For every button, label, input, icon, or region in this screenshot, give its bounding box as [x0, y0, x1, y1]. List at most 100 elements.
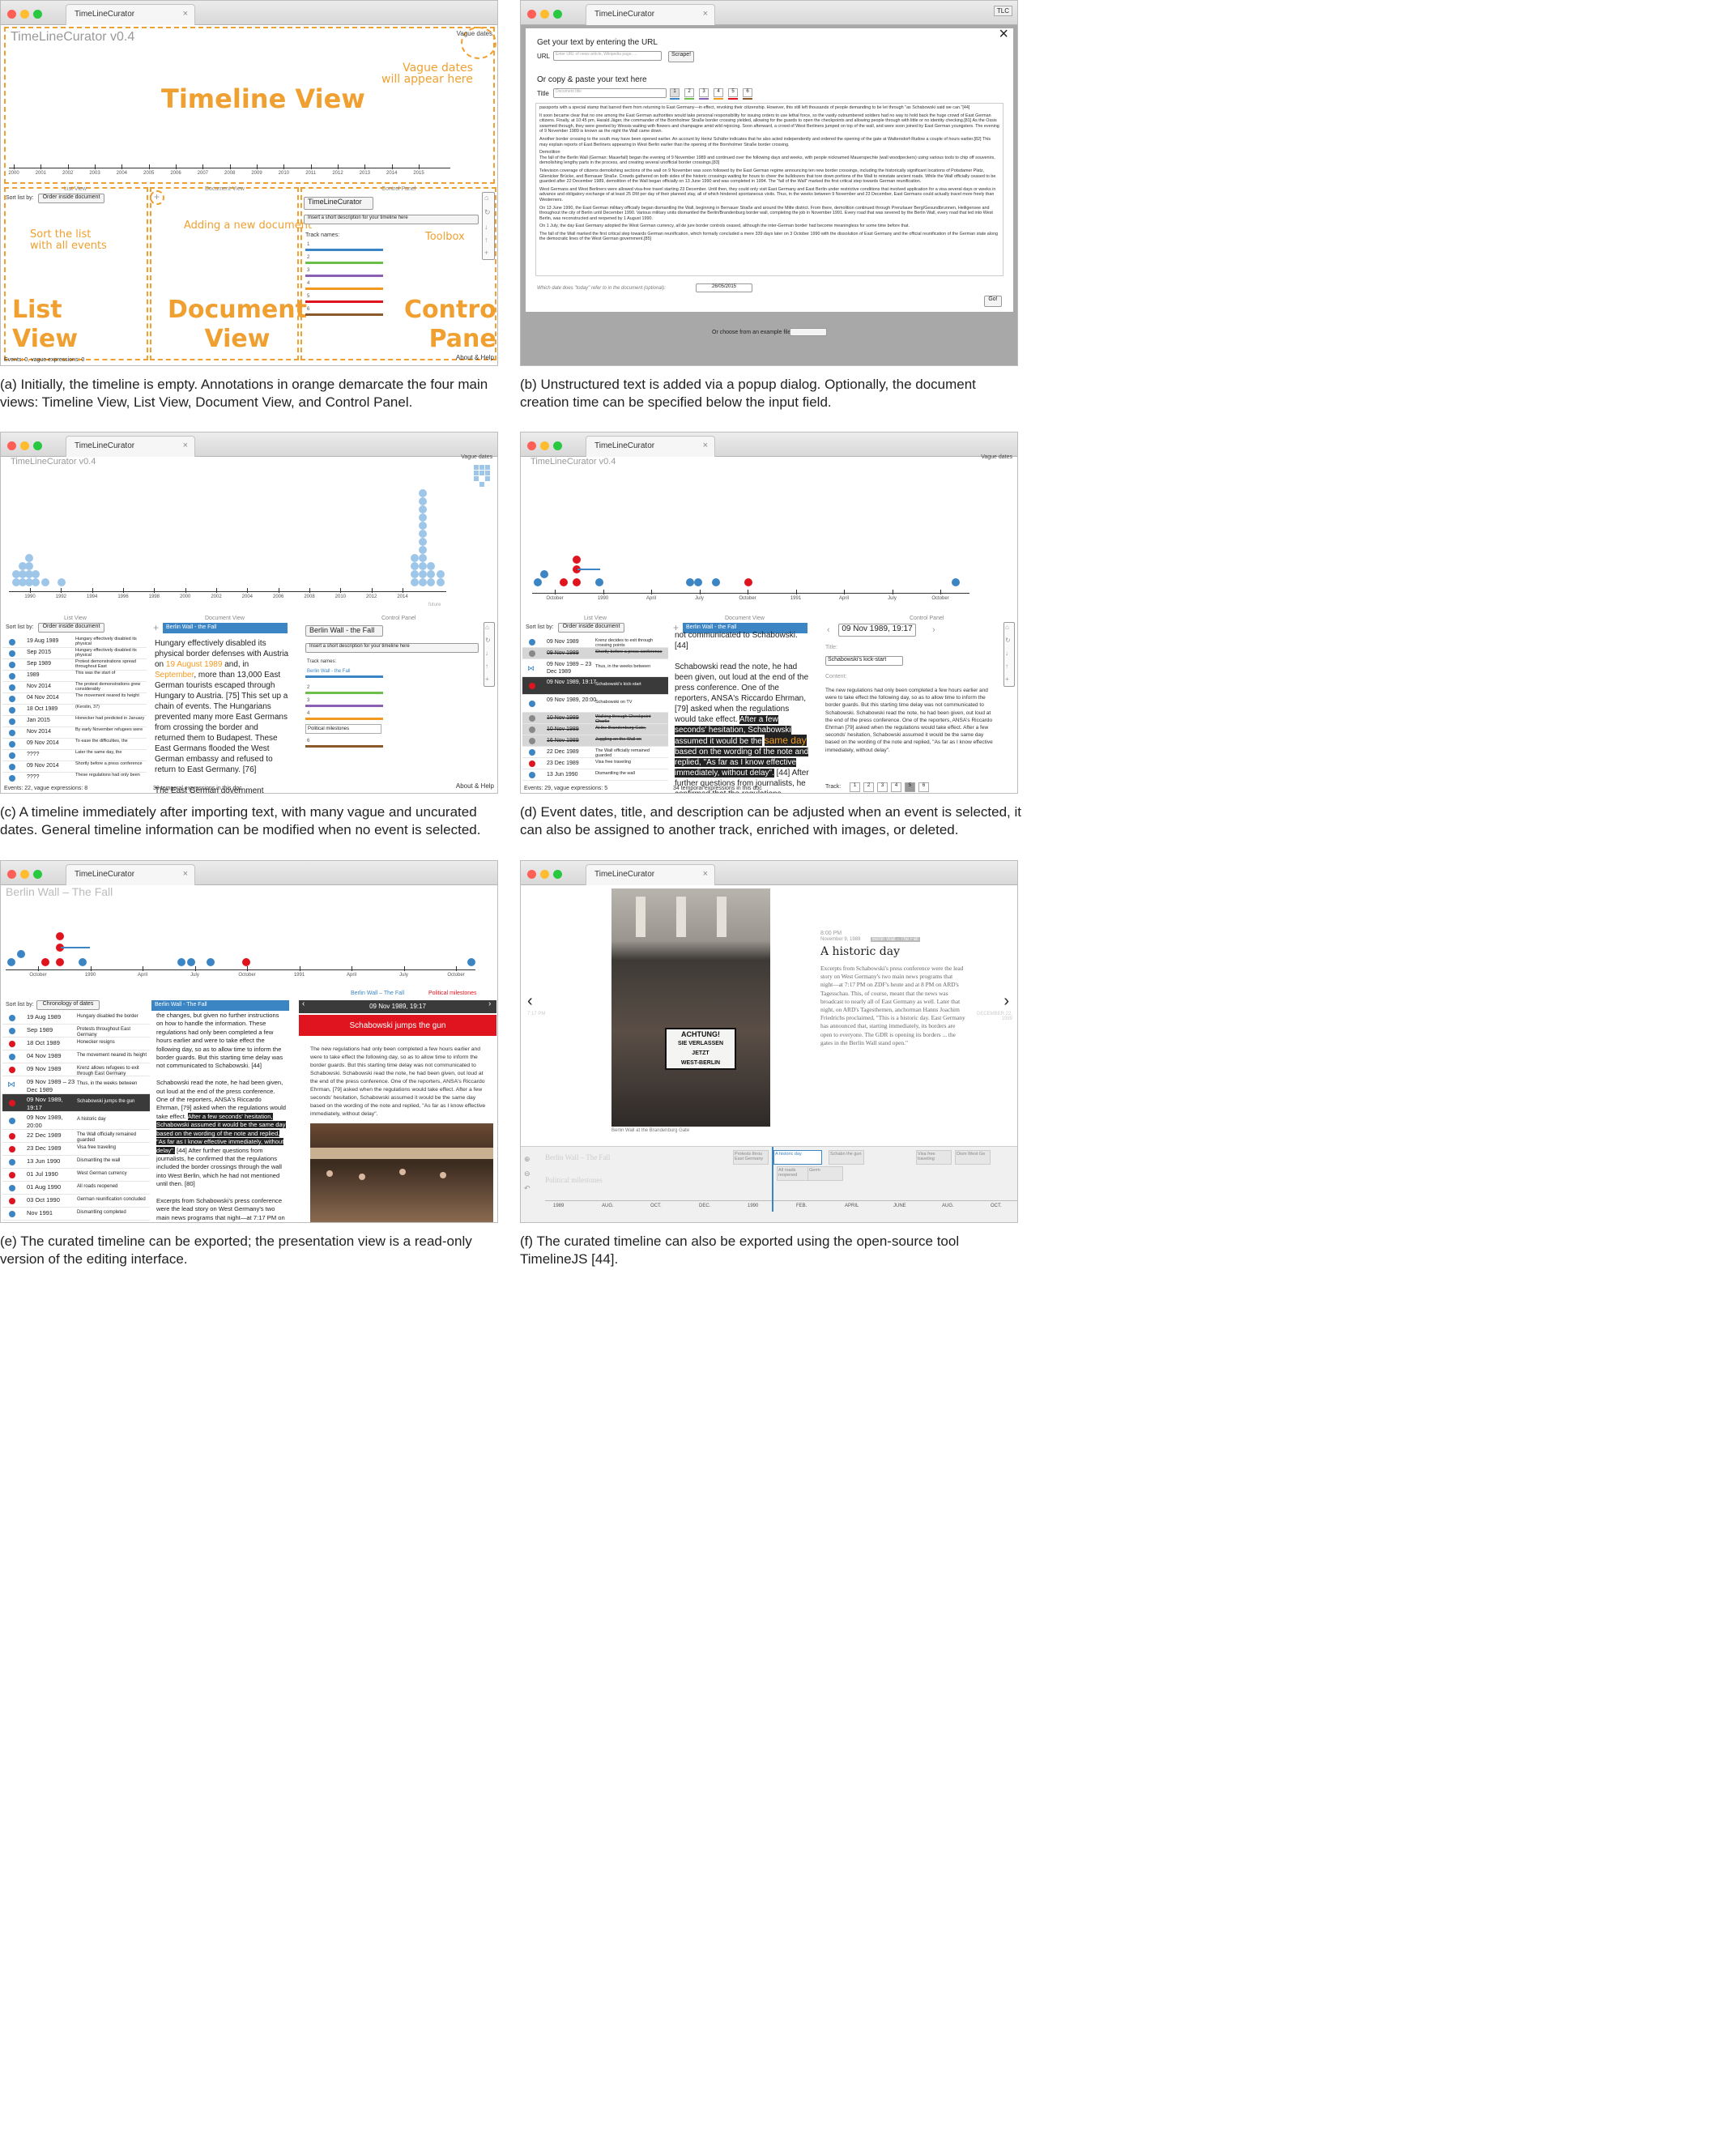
prev-event-button[interactable]: ‹	[827, 625, 830, 635]
document-tab[interactable]: Berlin Wall - the Fall	[163, 623, 288, 633]
event-dot[interactable]	[419, 578, 427, 586]
add-document-icon[interactable]: +	[154, 191, 160, 202]
track-button[interactable]: 4	[714, 88, 723, 97]
vague-date-cell[interactable]	[474, 471, 479, 475]
list-item[interactable]: 01 Jul 1990 West German currency	[2, 1169, 150, 1182]
list-item[interactable]: Sep 1989 Protests throughout East Germany	[2, 1025, 150, 1038]
track-color-bar[interactable]	[305, 705, 383, 707]
nav-marker[interactable]: Visa free traveling	[916, 1150, 952, 1165]
list-item[interactable]: Jan 2015 Honecker had predicted in Januar…	[2, 716, 147, 727]
event-dot[interactable]	[467, 958, 475, 966]
list-item[interactable]: ???? Later the same day, the	[2, 750, 147, 761]
list-item[interactable]: 01 Aug 1990 All roads reopened	[2, 1182, 150, 1195]
zoom-out-icon[interactable]: ⊖	[524, 1170, 531, 1178]
maximize-window-icon[interactable]	[33, 441, 42, 450]
about-help-link[interactable]: About & Help	[455, 782, 494, 790]
tab-close-icon[interactable]: ×	[182, 9, 188, 19]
document-tab[interactable]: Berlin Wall - The Fall	[151, 1000, 289, 1011]
list-item[interactable]: 22 Dec 1989 The Wall officially remained …	[522, 747, 668, 758]
download-icon[interactable]: ↓	[484, 223, 488, 231]
example-select[interactable]	[790, 328, 827, 336]
list-item[interactable]: 18 Oct 1989 Honecker resigns	[2, 1038, 150, 1050]
event-dot[interactable]	[427, 562, 435, 570]
track-button[interactable]: 2	[684, 88, 694, 97]
list-item[interactable]: Nov 1991 Dismantling completed	[2, 1208, 150, 1221]
date-input[interactable]: 26/05/2015	[696, 283, 752, 292]
track-color-bar[interactable]	[305, 718, 383, 720]
event-dot[interactable]	[419, 522, 427, 530]
event-dot[interactable]	[58, 578, 66, 586]
prev-slide-arrow[interactable]: ‹	[527, 992, 533, 1010]
event-dot[interactable]	[32, 578, 40, 586]
list-item[interactable]: 09 Nov 1989, 19:17 Schabowski's kick-star…	[522, 677, 668, 695]
event-dot[interactable]	[19, 570, 27, 578]
maximize-window-icon[interactable]	[33, 870, 42, 879]
event-dot[interactable]	[25, 554, 33, 562]
minimize-window-icon[interactable]	[20, 441, 29, 450]
close-window-icon[interactable]	[7, 870, 16, 879]
go-button[interactable]: Go!	[984, 296, 1002, 307]
track-color-bar[interactable]	[305, 745, 383, 748]
next-slide-label[interactable]: DECEMBER 22, 1989	[977, 1012, 1013, 1021]
temporal-expression[interactable]: September	[155, 671, 194, 680]
tab-close-icon[interactable]: ×	[702, 441, 708, 450]
prev-event-button[interactable]: ‹	[302, 999, 305, 1008]
sort-select[interactable]: Order inside document	[38, 194, 104, 203]
event-dot[interactable]	[56, 932, 64, 940]
event-dot[interactable]	[207, 958, 215, 966]
event-dot[interactable]	[534, 578, 542, 586]
list-item[interactable]: 03 Oct 1990 German reunification conclude…	[2, 1195, 150, 1208]
timeline-name-field[interactable]: TimeLineCurator	[304, 197, 373, 210]
list-item[interactable]: 04 Nov 1989 The movement neared its heigh…	[2, 1050, 150, 1063]
browser-tab[interactable]: TimeLineCurator ×	[586, 4, 715, 25]
sort-select[interactable]: Order inside document	[558, 623, 624, 633]
plus-icon[interactable]: +	[485, 675, 489, 683]
vague-date-cell[interactable]	[479, 471, 484, 475]
maximize-window-icon[interactable]	[553, 10, 562, 19]
nav-marker[interactable]: Germ	[807, 1166, 843, 1181]
list-item[interactable]: 09 Nov 2014 Shortly before a press confer…	[2, 761, 147, 773]
download-icon[interactable]: ↓	[1005, 650, 1008, 657]
list-item[interactable]: 09 Nov 1989 Shortly before a press confer…	[522, 648, 668, 659]
vague-date-cell[interactable]	[479, 465, 484, 470]
event-dot[interactable]	[7, 958, 15, 966]
close-window-icon[interactable]	[527, 10, 536, 19]
minimize-window-icon[interactable]	[540, 870, 549, 879]
dialog-close-icon[interactable]: ×	[999, 25, 1008, 43]
event-dot[interactable]	[187, 958, 195, 966]
list-item[interactable]: 23 Dec 1989 Visa free traveling	[2, 1143, 150, 1156]
download-icon[interactable]: ↓	[485, 650, 488, 657]
list-item[interactable]: 10 Nov 1989 At the Brandenburg Gate,	[522, 724, 668, 735]
refresh-icon[interactable]: ↻	[484, 208, 491, 216]
prev-slide-label[interactable]: 7:17 PM	[527, 1012, 546, 1016]
tab-close-icon[interactable]: ×	[702, 9, 708, 19]
track-color-bar[interactable]	[305, 692, 383, 694]
about-help-link[interactable]: About & Help	[455, 354, 494, 361]
event-dot[interactable]	[79, 958, 87, 966]
event-dot[interactable]	[25, 562, 33, 570]
event-date-field[interactable]: 09 Nov 1989, 19:17	[838, 624, 916, 637]
nav-marker[interactable]: A historic day	[773, 1150, 822, 1165]
list-item[interactable]: Nov 2014 The protest demonstrations grew …	[2, 682, 147, 693]
event-dot[interactable]	[56, 958, 64, 966]
upload-icon[interactable]: ↑	[485, 663, 488, 670]
event-dot[interactable]	[595, 578, 603, 586]
track-color-bar[interactable]	[305, 262, 383, 264]
event-dot[interactable]	[419, 554, 427, 562]
temporal-expression[interactable]: same day	[764, 735, 807, 746]
nav-marker[interactable]: Schabo the gun	[829, 1150, 864, 1165]
event-title-field[interactable]: Schabowski's kick-start	[825, 656, 903, 666]
event-dot[interactable]	[19, 578, 27, 586]
vague-date-cell[interactable]	[485, 465, 490, 470]
event-dot[interactable]	[411, 570, 419, 578]
track-button[interactable]: 3	[877, 782, 888, 792]
browser-tab[interactable]: TimeLineCurator ×	[66, 864, 195, 885]
home-icon[interactable]: ⌂	[485, 624, 489, 631]
track-button[interactable]: 1	[670, 88, 680, 97]
list-item[interactable]: 19 Aug 1989 Hungary disabled the border	[2, 1012, 150, 1025]
list-item[interactable]: Sep 1989 Protest demonstrations spread th…	[2, 659, 147, 671]
event-dot[interactable]	[17, 950, 25, 958]
text-area[interactable]: passports with a special stamp that barr…	[535, 103, 1003, 276]
list-item[interactable]: ???? These regulations had only been	[2, 773, 147, 782]
nav-marker[interactable]: Protests throu East Germany	[733, 1150, 769, 1165]
